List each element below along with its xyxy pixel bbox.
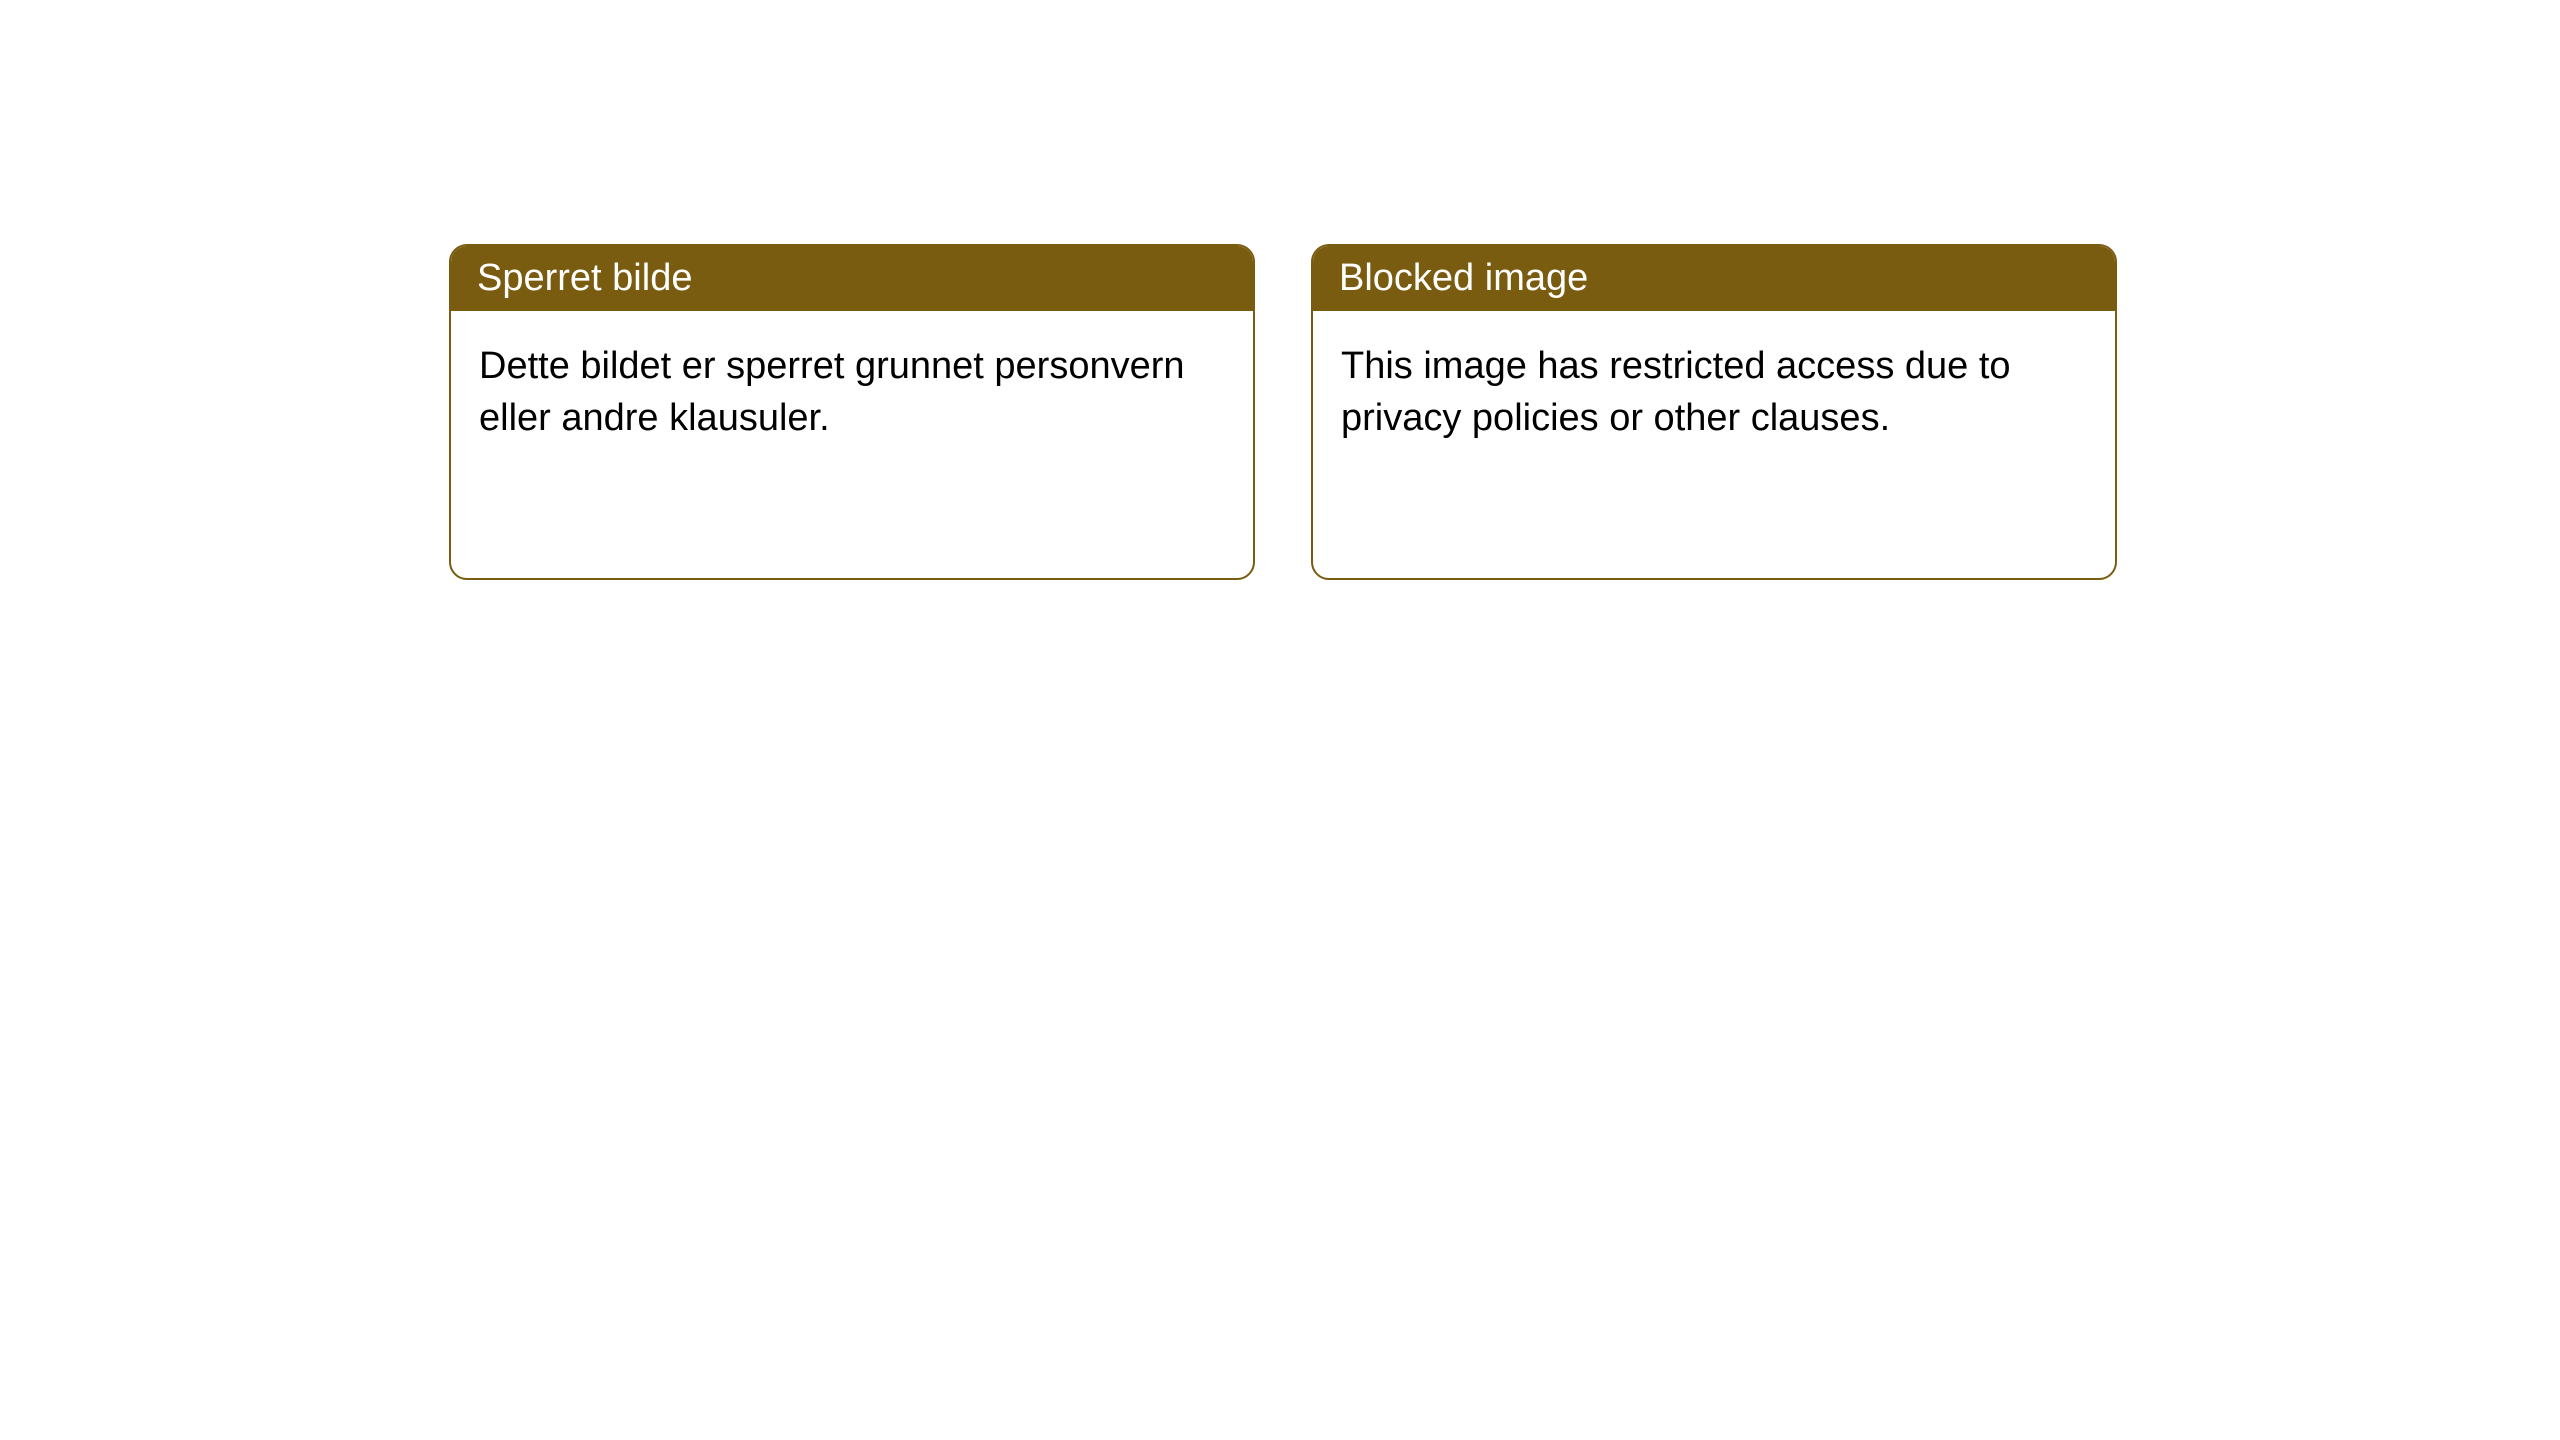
card-header: Sperret bilde bbox=[451, 246, 1253, 311]
notice-card-norwegian: Sperret bilde Dette bildet er sperret gr… bbox=[449, 244, 1255, 580]
card-body: Dette bildet er sperret grunnet personve… bbox=[451, 311, 1253, 474]
card-message: This image has restricted access due to … bbox=[1341, 345, 2011, 438]
notice-card-english: Blocked image This image has restricted … bbox=[1311, 244, 2117, 580]
notice-container: Sperret bilde Dette bildet er sperret gr… bbox=[449, 244, 2117, 580]
card-header: Blocked image bbox=[1313, 246, 2115, 311]
card-title: Sperret bilde bbox=[477, 257, 692, 299]
card-message: Dette bildet er sperret grunnet personve… bbox=[479, 345, 1185, 438]
card-body: This image has restricted access due to … bbox=[1313, 311, 2115, 474]
card-title: Blocked image bbox=[1339, 257, 1588, 299]
